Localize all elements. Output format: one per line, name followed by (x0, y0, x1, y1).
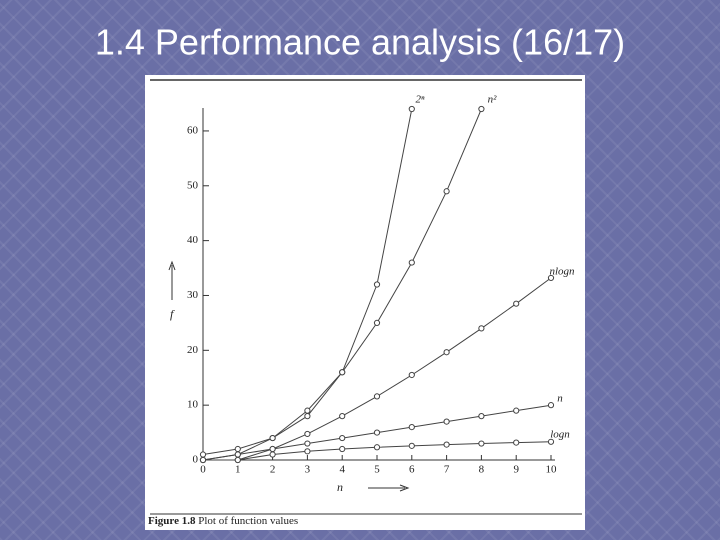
x-tick-label: 7 (444, 464, 450, 476)
legend-label: n² (488, 94, 498, 106)
data-point (373, 393, 381, 400)
data-point (373, 281, 381, 288)
data-point (304, 413, 311, 420)
data-point (443, 349, 450, 356)
y-tick-label: 50 (187, 179, 199, 191)
caption-text: Plot of function values (198, 515, 298, 527)
data-point (408, 442, 415, 449)
data-point (443, 188, 450, 195)
data-point (199, 451, 207, 458)
data-point (234, 456, 241, 464)
x-tick-label: 3 (305, 464, 311, 476)
caption-label: Figure 1.8 (148, 515, 196, 527)
caption: Figure 1.8 Plot of function values (148, 515, 298, 527)
slide-title: 1.4 Performance analysis (16/17) (95, 22, 625, 63)
data-point (478, 105, 485, 113)
data-point (269, 451, 276, 458)
arrow-head (168, 260, 176, 271)
series-line (237, 441, 552, 461)
x-tick-label: 6 (409, 464, 415, 476)
x-tick-label: 2 (270, 464, 276, 476)
x-tick-label: 0 (200, 464, 206, 476)
data-point (443, 441, 450, 448)
data-point (408, 259, 415, 266)
data-point (513, 407, 520, 414)
x-tick-label: 1 (235, 464, 241, 476)
data-point (304, 440, 311, 447)
data-point (547, 402, 555, 409)
data-point (234, 445, 241, 453)
data-point (547, 274, 555, 282)
x-tick-label: 4 (339, 464, 345, 476)
data-point (478, 413, 485, 420)
data-point (443, 418, 450, 425)
data-point (269, 434, 276, 442)
y-tick-label: 10 (187, 399, 199, 411)
data-point (304, 430, 311, 438)
data-point (304, 448, 311, 455)
data-point (513, 300, 520, 307)
legend-label: logn (550, 429, 570, 441)
data-point (408, 105, 415, 113)
y-axis-label: f (170, 307, 175, 321)
data-point (304, 407, 311, 414)
data-point (339, 369, 346, 376)
data-point (547, 438, 555, 445)
x-tick-label: 5 (374, 464, 380, 476)
data-point (339, 434, 346, 442)
data-point (339, 445, 346, 453)
x-tick-label: 8 (479, 464, 485, 476)
data-point (269, 445, 276, 453)
y-tick-label: 60 (187, 124, 199, 136)
y-tick-label: 40 (187, 234, 199, 246)
data-point (478, 325, 485, 332)
x-tick-label: 9 (513, 464, 519, 476)
figure-panel (145, 75, 585, 530)
data-point (408, 371, 415, 379)
y-tick-label: 30 (187, 289, 199, 301)
x-axis-label: n (337, 480, 343, 494)
data-point (373, 429, 381, 436)
data-point (234, 451, 241, 458)
legend-label: n (557, 393, 563, 405)
arrow-head (399, 484, 410, 492)
data-point (513, 439, 520, 446)
legend-label: 2ⁿ (416, 94, 426, 106)
y-tick-label: 20 (187, 344, 199, 356)
legend-label: nlogn (549, 266, 575, 278)
data-point (408, 423, 415, 431)
data-point (339, 413, 346, 420)
data-point (199, 456, 207, 464)
data-point (478, 440, 485, 447)
data-point (373, 444, 381, 451)
data-point (373, 319, 381, 326)
y-tick-label: 0 (193, 454, 199, 466)
x-tick-label: 10 (546, 464, 558, 476)
